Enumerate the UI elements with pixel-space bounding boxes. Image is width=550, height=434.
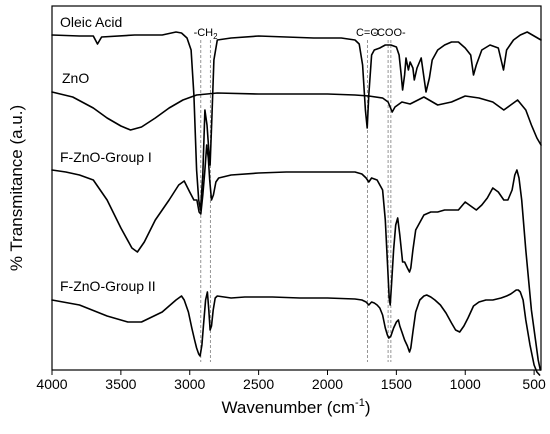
band-annotations: -CH2 C=O-COO- — [194, 27, 406, 41]
x-tick-label: 500 — [522, 376, 546, 392]
x-axis-ticks: 4000 3500 3000 2500 2000 1500 1000 500 — [36, 370, 546, 392]
band-label-subscript: 2 — [213, 32, 218, 41]
series-labels: Oleic Acid ZnO F-ZnO-Group I F-ZnO-Group II — [60, 14, 156, 294]
plot-frame — [51, 5, 542, 371]
x-axis-label-suffix: ) — [365, 398, 371, 417]
band-label-3: -COO- — [373, 27, 406, 39]
series-label-4: F-ZnO-Group II — [60, 278, 156, 294]
x-tick-label: 1000 — [450, 376, 481, 392]
band-guide-lines — [200, 40, 392, 362]
y-axis-label: % Transmitance (a.u.) — [7, 105, 26, 271]
x-tick-label: 3000 — [174, 376, 205, 392]
x-axis-label-main: Wavenumber (cm — [222, 398, 356, 417]
series-line-1 — [51, 31, 542, 211]
series-line-3 — [51, 144, 542, 371]
spectra-traces — [51, 31, 542, 376]
x-tick-label: 3500 — [105, 376, 136, 392]
band-label-2: C=O — [356, 27, 379, 39]
series-line-4 — [51, 289, 541, 376]
band-label-1: -CH2 — [194, 27, 219, 41]
band-label-text: -COO- — [373, 27, 406, 39]
series-line-2 — [51, 91, 542, 146]
x-tick-label: 1500 — [381, 376, 412, 392]
series-label-2: ZnO — [62, 70, 89, 86]
x-axis-label-superscript: -1 — [355, 397, 365, 409]
band-label-text: -CH — [194, 27, 214, 39]
x-tick-label: 2500 — [243, 376, 274, 392]
band-label-text: C=O — [356, 27, 379, 39]
series-label-3: F-ZnO-Group I — [60, 149, 152, 165]
x-axis-label: Wavenumber (cm-1) — [222, 397, 371, 417]
x-tick-label: 4000 — [36, 376, 67, 392]
series-label-1: Oleic Acid — [60, 14, 122, 30]
x-tick-label: 2000 — [312, 376, 343, 392]
